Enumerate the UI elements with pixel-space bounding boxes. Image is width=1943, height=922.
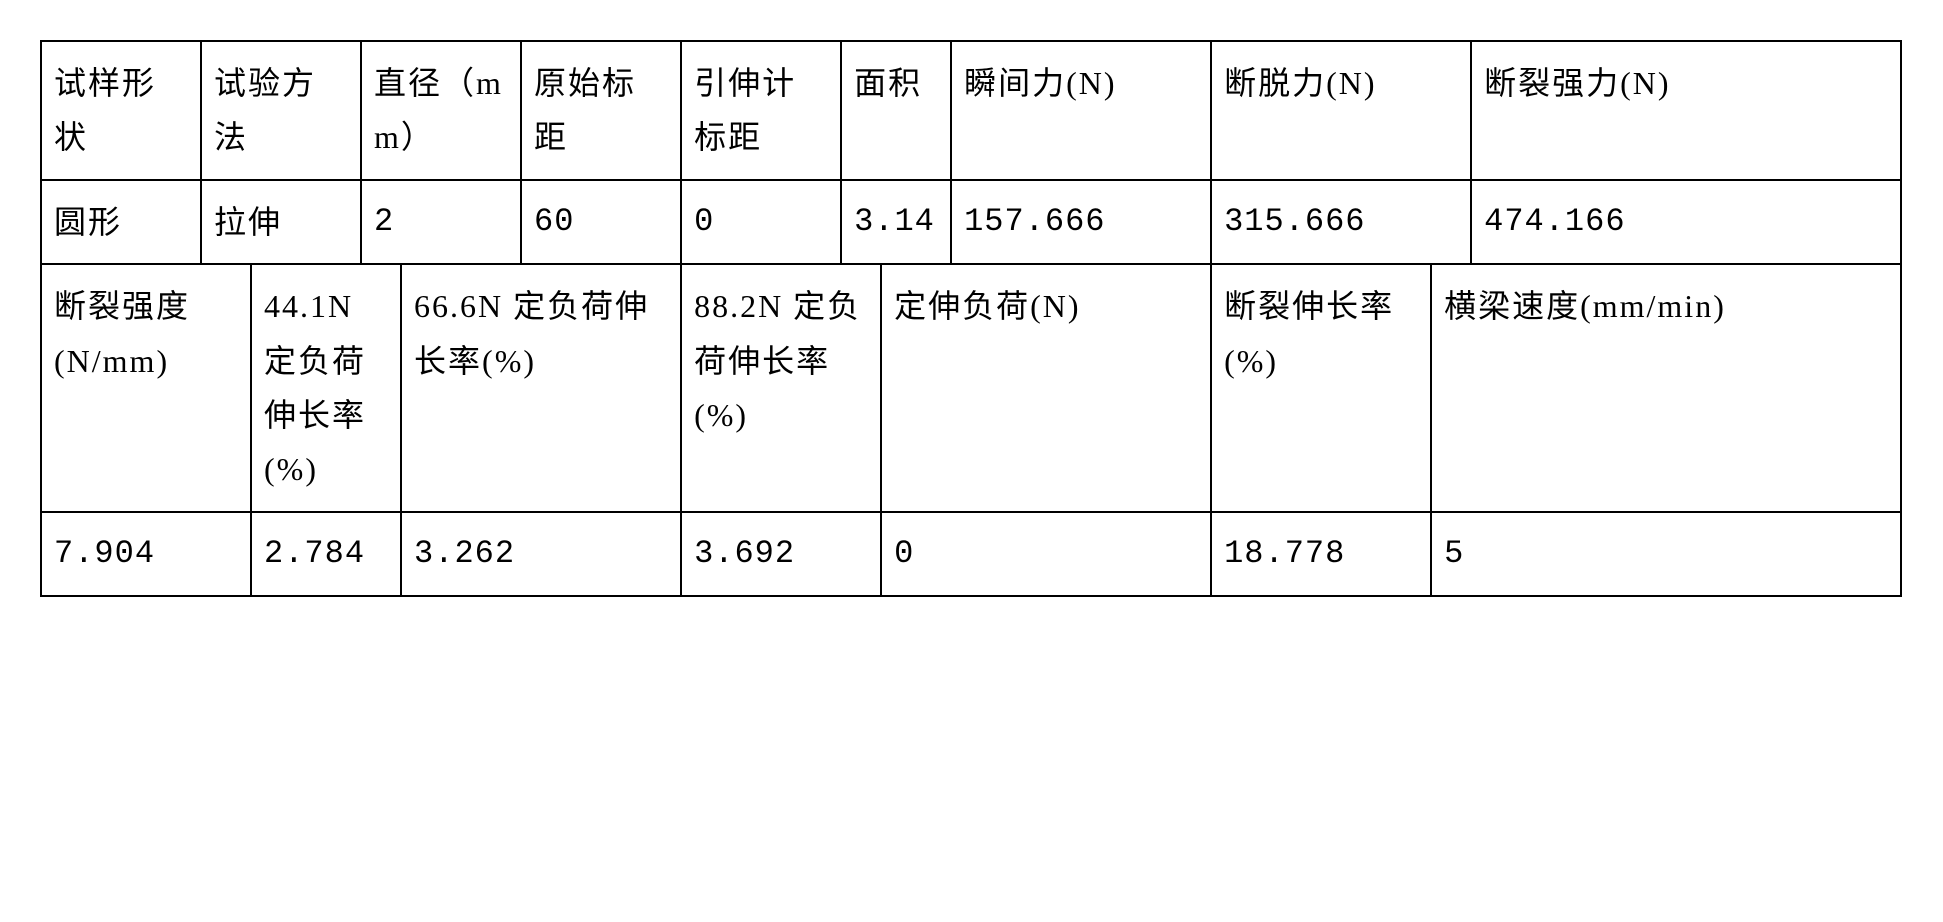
cell-ext-gauge: 0 xyxy=(681,180,841,264)
header-fracture-elong: 断裂伸长率(%) xyxy=(1211,264,1431,512)
header-elong-666: 66.6N 定负荷伸长率(%) xyxy=(401,264,681,512)
cell-fracture-elong: 18.778 xyxy=(1211,512,1431,596)
header-ext-gauge: 引伸计标距 xyxy=(681,41,841,180)
cell-diameter: 2 xyxy=(361,180,521,264)
header-set-load: 定伸负荷(N) xyxy=(881,264,1211,512)
cell-set-load: 0 xyxy=(881,512,1211,596)
table-row: 断裂强度(N/mm) 44.1N 定负荷伸长率(%) 66.6N 定负荷伸长率(… xyxy=(41,264,1901,512)
header-crosshead-speed: 横梁速度(mm/min) xyxy=(1431,264,1901,512)
cell-area: 3.14 xyxy=(841,180,951,264)
header-shape: 试样形状 xyxy=(41,41,201,180)
header-fracture-strength: 断裂强度(N/mm) xyxy=(41,264,251,512)
header-diameter: 直径（mm） xyxy=(361,41,521,180)
table-row: 7.904 2.784 3.262 3.692 0 18.778 5 xyxy=(41,512,1901,596)
header-instant-force: 瞬间力(N) xyxy=(951,41,1211,180)
header-method: 试验方法 xyxy=(201,41,361,180)
header-area: 面积 xyxy=(841,41,951,180)
header-elong-882: 88.2N 定负荷伸长率(%) xyxy=(681,264,881,512)
header-break-force: 断脱力(N) xyxy=(1211,41,1471,180)
cell-crosshead-speed: 5 xyxy=(1431,512,1901,596)
cell-instant-force: 157.666 xyxy=(951,180,1211,264)
cell-fracture-strength: 7.904 xyxy=(41,512,251,596)
cell-elong-441: 2.784 xyxy=(251,512,401,596)
header-fracture-force: 断裂强力(N) xyxy=(1471,41,1901,180)
table-row: 试样形状 试验方法 直径（mm） 原始标距 引伸计标距 面积 瞬间力(N) 断脱… xyxy=(41,41,1901,180)
cell-gauge: 60 xyxy=(521,180,681,264)
cell-elong-882: 3.692 xyxy=(681,512,881,596)
cell-break-force: 315.666 xyxy=(1211,180,1471,264)
table-row: 圆形 拉伸 2 60 0 3.14 157.666 315.666 474.16… xyxy=(41,180,1901,264)
header-gauge: 原始标距 xyxy=(521,41,681,180)
cell-elong-666: 3.262 xyxy=(401,512,681,596)
cell-method: 拉伸 xyxy=(201,180,361,264)
cell-shape: 圆形 xyxy=(41,180,201,264)
header-elong-441: 44.1N 定负荷伸长率(%) xyxy=(251,264,401,512)
data-table: 试样形状 试验方法 直径（mm） 原始标距 引伸计标距 面积 瞬间力(N) 断脱… xyxy=(40,40,1902,597)
cell-fracture-force: 474.166 xyxy=(1471,180,1901,264)
